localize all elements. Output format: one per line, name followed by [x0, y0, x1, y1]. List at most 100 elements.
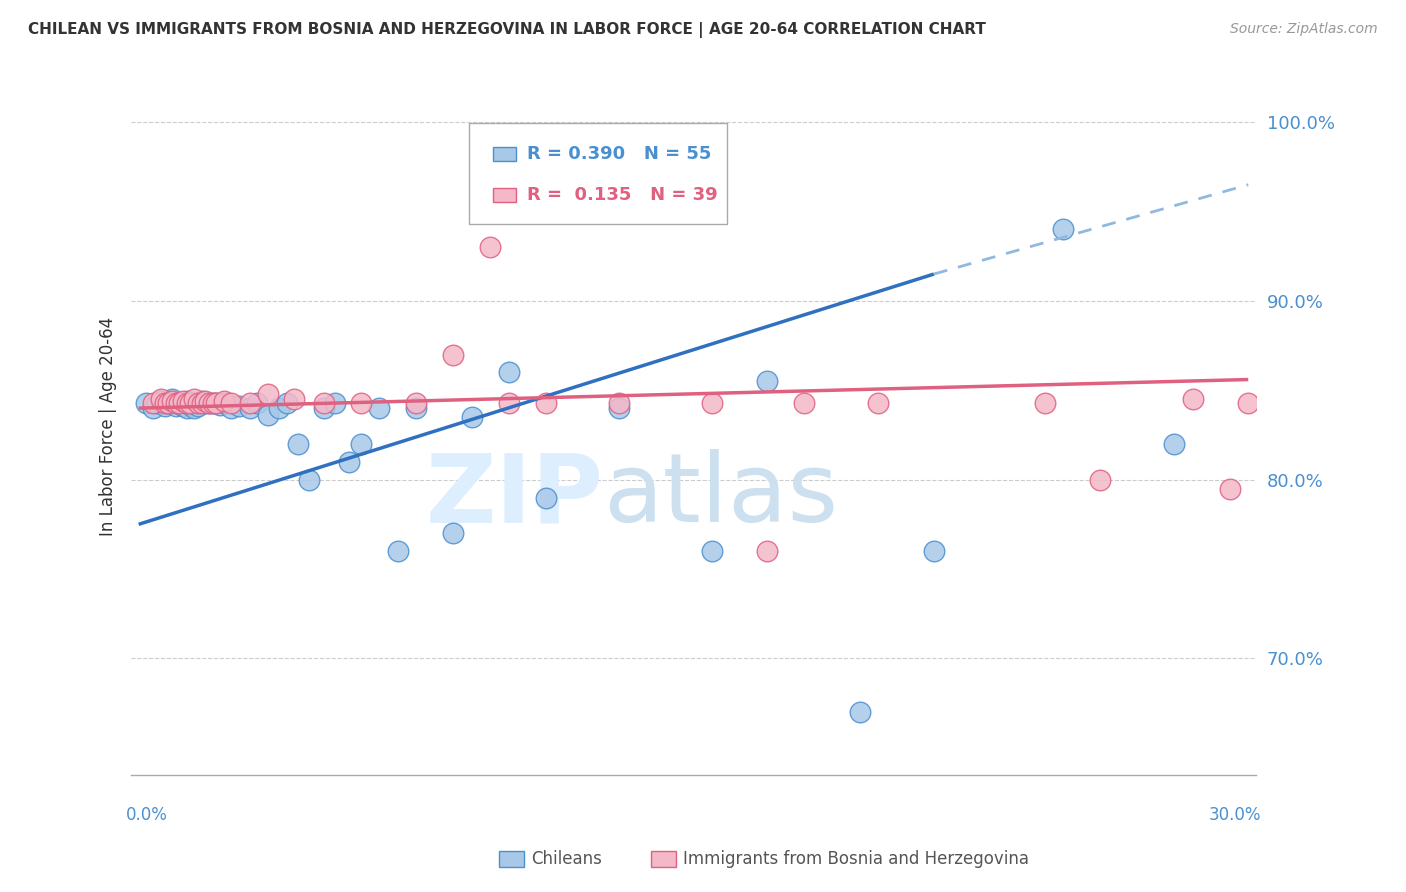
Point: [312, 401, 335, 416]
Point: [187, 396, 209, 410]
Point: [479, 240, 502, 254]
Point: [239, 401, 262, 416]
Point: [172, 394, 194, 409]
Text: 30.0%: 30.0%: [1209, 806, 1261, 824]
Point: [609, 401, 631, 416]
Point: [257, 409, 280, 423]
Point: [183, 392, 205, 407]
Point: [1237, 396, 1260, 410]
Point: [212, 394, 235, 409]
Point: [146, 396, 169, 410]
Point: [135, 396, 157, 410]
Point: [298, 473, 321, 487]
Point: [349, 396, 371, 410]
Point: [208, 398, 231, 412]
Text: CHILEAN VS IMMIGRANTS FROM BOSNIA AND HERZEGOVINA IN LABOR FORCE | AGE 20-64 COR: CHILEAN VS IMMIGRANTS FROM BOSNIA AND HE…: [28, 22, 986, 38]
Point: [460, 410, 482, 425]
Point: [179, 396, 201, 410]
Text: 0.0%: 0.0%: [125, 806, 167, 824]
Point: [165, 400, 187, 414]
Point: [176, 394, 198, 409]
Point: [498, 396, 520, 410]
Point: [212, 396, 235, 410]
Point: [1052, 222, 1074, 236]
Point: [142, 396, 165, 410]
Point: [169, 396, 191, 410]
Point: [157, 396, 180, 410]
Point: [1219, 482, 1241, 496]
Point: [228, 400, 250, 414]
Point: [149, 392, 172, 407]
Point: [187, 396, 209, 410]
Point: [172, 396, 194, 410]
Point: [405, 401, 427, 416]
Point: [157, 396, 180, 410]
Text: R =  0.135   N = 39: R = 0.135 N = 39: [527, 186, 717, 204]
Point: [1090, 473, 1112, 487]
Point: [183, 401, 205, 416]
Point: [257, 387, 280, 401]
Text: Chileans: Chileans: [531, 850, 602, 868]
Text: R = 0.390   N = 55: R = 0.390 N = 55: [527, 145, 711, 163]
Point: [194, 396, 217, 410]
Point: [405, 396, 427, 410]
Point: [149, 394, 172, 409]
Text: Source: ZipAtlas.com: Source: ZipAtlas.com: [1230, 22, 1378, 37]
Point: [219, 401, 242, 416]
Point: [187, 400, 209, 414]
FancyBboxPatch shape: [468, 123, 727, 224]
Point: [534, 396, 557, 410]
Point: [441, 526, 464, 541]
Point: [239, 396, 262, 410]
Point: [1163, 437, 1185, 451]
Point: [201, 396, 224, 410]
Point: [645, 186, 668, 201]
Point: [183, 396, 205, 410]
Point: [276, 396, 298, 410]
Bar: [494, 147, 516, 161]
Point: [160, 394, 183, 409]
Point: [756, 374, 779, 388]
Text: ZIP: ZIP: [426, 450, 603, 542]
Point: [201, 396, 224, 410]
Point: [534, 491, 557, 505]
Point: [849, 705, 872, 719]
Point: [368, 401, 391, 416]
Point: [441, 347, 464, 361]
Point: [323, 396, 346, 410]
Point: [165, 396, 187, 410]
Point: [153, 396, 176, 410]
Point: [176, 401, 198, 416]
Y-axis label: In Labor Force | Age 20-64: In Labor Force | Age 20-64: [100, 317, 117, 535]
Point: [198, 396, 221, 410]
Point: [339, 455, 361, 469]
Point: [169, 396, 191, 410]
Point: [269, 401, 291, 416]
Point: [179, 398, 201, 412]
Point: [700, 544, 723, 558]
Point: [793, 396, 815, 410]
Point: [176, 396, 198, 410]
Point: [153, 400, 176, 414]
Point: [190, 396, 212, 410]
Point: [205, 396, 228, 410]
Point: [349, 437, 371, 451]
Point: [609, 396, 631, 410]
Point: [219, 396, 242, 410]
Point: [922, 544, 945, 558]
Point: [287, 437, 309, 451]
Text: atlas: atlas: [603, 450, 838, 542]
Point: [387, 544, 409, 558]
Point: [194, 394, 217, 409]
Bar: [494, 188, 516, 202]
Text: Immigrants from Bosnia and Herzegovina: Immigrants from Bosnia and Herzegovina: [683, 850, 1029, 868]
Point: [198, 396, 221, 410]
Point: [312, 396, 335, 410]
Point: [283, 392, 305, 407]
Point: [165, 396, 187, 410]
Point: [179, 396, 201, 410]
Point: [700, 396, 723, 410]
Point: [246, 396, 269, 410]
Point: [205, 396, 228, 410]
Point: [1181, 392, 1204, 407]
